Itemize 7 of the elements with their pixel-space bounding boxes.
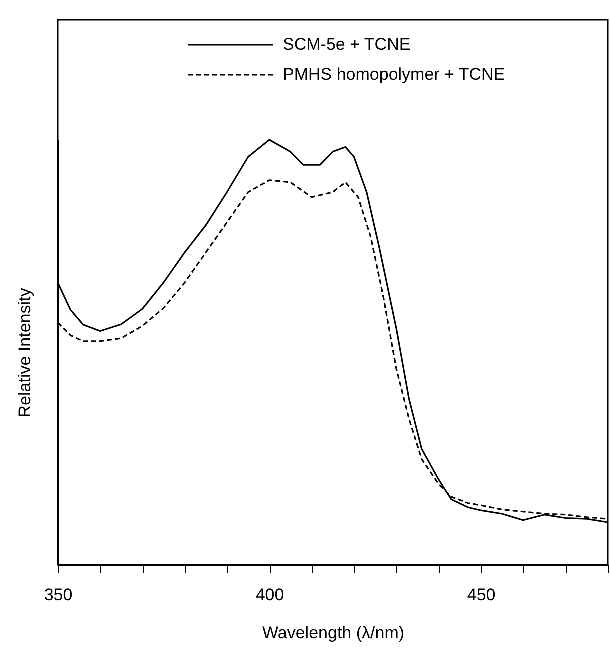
x-tick-label: 400 (256, 586, 284, 604)
x-tick-label: 450 (467, 586, 496, 604)
y-axis-title: Relative Intensity (16, 288, 34, 418)
x-axis-title: Wavelength (λ/nm) (262, 624, 405, 642)
legend-label: PMHS homopolymer + TCNE (283, 65, 506, 84)
x-tick-label: 350 (44, 586, 73, 604)
legend-label: SCM-5e + TCNE (283, 35, 411, 54)
